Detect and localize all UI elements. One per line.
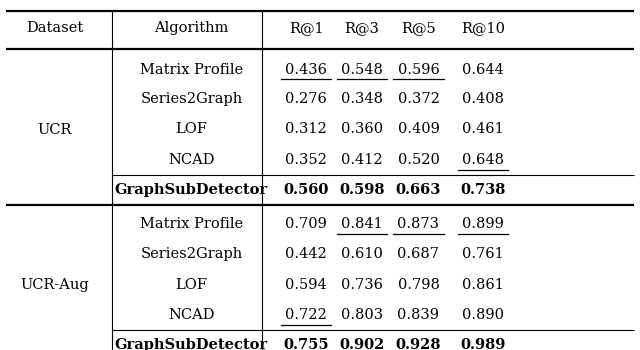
Text: 0.803: 0.803 [341, 308, 383, 322]
Text: 0.687: 0.687 [397, 247, 440, 261]
Text: R@3: R@3 [344, 21, 380, 35]
Text: 0.461: 0.461 [462, 122, 504, 136]
Text: 0.755: 0.755 [284, 338, 329, 350]
Text: 0.596: 0.596 [397, 63, 440, 77]
Text: 0.412: 0.412 [341, 153, 383, 167]
Text: 0.648: 0.648 [462, 153, 504, 167]
Text: 0.520: 0.520 [397, 153, 440, 167]
Text: Matrix Profile: Matrix Profile [140, 217, 243, 231]
Text: 0.409: 0.409 [397, 122, 440, 136]
Text: 0.722: 0.722 [285, 308, 327, 322]
Text: 0.761: 0.761 [462, 247, 504, 261]
Text: 0.989: 0.989 [460, 338, 506, 350]
Text: NCAD: NCAD [168, 153, 214, 167]
Text: R@5: R@5 [401, 21, 436, 35]
Text: Matrix Profile: Matrix Profile [140, 63, 243, 77]
Text: 0.798: 0.798 [397, 278, 440, 292]
Text: 0.890: 0.890 [462, 308, 504, 322]
Text: 0.312: 0.312 [285, 122, 327, 136]
Text: 0.408: 0.408 [462, 92, 504, 106]
Text: 0.548: 0.548 [341, 63, 383, 77]
Text: 0.899: 0.899 [462, 217, 504, 231]
Text: LOF: LOF [175, 278, 207, 292]
Text: Algorithm: Algorithm [154, 21, 228, 35]
Text: 0.736: 0.736 [341, 278, 383, 292]
Text: 0.436: 0.436 [285, 63, 327, 77]
Text: LOF: LOF [175, 122, 207, 136]
Text: 0.644: 0.644 [462, 63, 504, 77]
Text: GraphSubDetector: GraphSubDetector [115, 183, 268, 197]
Text: 0.709: 0.709 [285, 217, 327, 231]
Text: NCAD: NCAD [168, 308, 214, 322]
Text: Series2Graph: Series2Graph [140, 92, 243, 106]
Text: 0.610: 0.610 [341, 247, 383, 261]
Text: 0.861: 0.861 [462, 278, 504, 292]
Text: 0.372: 0.372 [397, 92, 440, 106]
Text: GraphSubDetector: GraphSubDetector [115, 338, 268, 350]
Text: 0.841: 0.841 [341, 217, 383, 231]
Text: 0.663: 0.663 [396, 183, 441, 197]
Text: 0.442: 0.442 [285, 247, 327, 261]
Text: UCR-Aug: UCR-Aug [20, 278, 89, 292]
Text: 0.348: 0.348 [341, 92, 383, 106]
Text: 0.560: 0.560 [284, 183, 329, 197]
Text: R@1: R@1 [289, 21, 323, 35]
Text: Dataset: Dataset [26, 21, 83, 35]
Text: 0.902: 0.902 [339, 338, 385, 350]
Text: 0.839: 0.839 [397, 308, 440, 322]
Text: 0.594: 0.594 [285, 278, 327, 292]
Text: R@10: R@10 [461, 21, 505, 35]
Text: 0.360: 0.360 [341, 122, 383, 136]
Text: 0.352: 0.352 [285, 153, 327, 167]
Text: 0.738: 0.738 [460, 183, 506, 197]
Text: 0.873: 0.873 [397, 217, 440, 231]
Text: UCR: UCR [38, 123, 72, 137]
Text: Series2Graph: Series2Graph [140, 247, 243, 261]
Text: 0.928: 0.928 [396, 338, 441, 350]
Text: 0.276: 0.276 [285, 92, 327, 106]
Text: 0.598: 0.598 [339, 183, 385, 197]
